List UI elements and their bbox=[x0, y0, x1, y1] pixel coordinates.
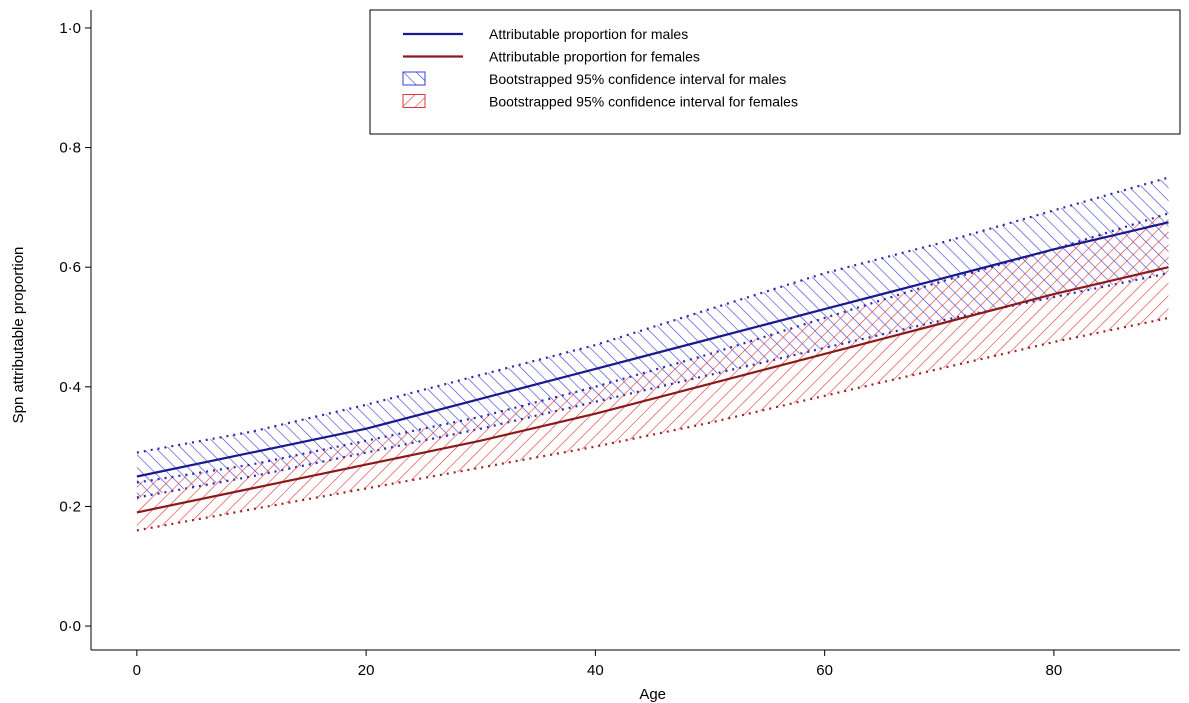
confidence-bands bbox=[136, 176, 1169, 532]
x-axis-title: Age bbox=[639, 686, 666, 703]
legend-label-0: Attributable proportion for males bbox=[489, 26, 688, 42]
legend-label-3: Bootstrapped 95% confidence interval for… bbox=[489, 94, 798, 110]
series-lines bbox=[136, 221, 1169, 514]
x-tick-label: 20 bbox=[358, 662, 375, 679]
legend: Attributable proportion for males Attribu… bbox=[369, 9, 1181, 135]
series-line-1 bbox=[136, 266, 1169, 514]
y-tick-label: 0·6 bbox=[59, 259, 81, 276]
legend-swatch-hatch-2 bbox=[402, 71, 426, 86]
y-tick-label: 0·2 bbox=[59, 498, 81, 515]
y-tick-label: 0·0 bbox=[59, 618, 81, 635]
x-tick-label: 40 bbox=[587, 662, 604, 679]
axes: 0·0 0·2 0·4 0·6 0·8 1·0 0 20 40 60 80 Age Spn attrib… bbox=[10, 10, 1180, 703]
legend-label-2: Bootstrapped 95% confidence interval for… bbox=[489, 71, 786, 87]
y-tick-label: 0·8 bbox=[59, 140, 81, 157]
y-tick-label: 1·0 bbox=[59, 20, 81, 37]
x-tick-label: 80 bbox=[1046, 662, 1063, 679]
legend-label-1: Attributable proportion for females bbox=[489, 49, 700, 65]
x-tick-label: 0 bbox=[133, 662, 141, 679]
y-axis-title: Spn attributable proportion bbox=[10, 247, 27, 424]
legend-swatch-hatch-3 bbox=[402, 94, 426, 108]
series-line-0 bbox=[136, 221, 1169, 478]
legend-box bbox=[369, 9, 1181, 135]
y-tick-label: 0·4 bbox=[59, 379, 81, 396]
x-tick-label: 60 bbox=[816, 662, 833, 679]
confidence-band-1 bbox=[136, 213, 1169, 531]
confidence-band-0 bbox=[136, 177, 1169, 498]
confidence-band-upper-0 bbox=[136, 176, 1169, 454]
